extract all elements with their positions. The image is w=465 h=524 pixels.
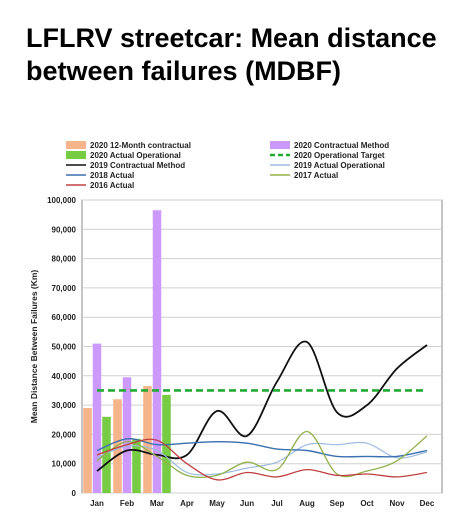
series-line-2019-actual-operational [96, 441, 428, 476]
legend-label-2020-operational-target: 2020 Operational Target [294, 151, 385, 160]
bar-2020-actual-operational [102, 416, 111, 493]
series-line-2019-contractual-method [96, 340, 428, 472]
legend-label-2017-actual: 2017 Actual [294, 171, 338, 180]
y-tick-label: 20,000 [52, 430, 77, 439]
y-tick-label: 50,000 [52, 343, 77, 352]
bar-2020-contractual-method [92, 343, 102, 493]
x-tick-label: Nov [389, 499, 405, 508]
legend-swatch-2020-actual-operational [66, 151, 86, 159]
x-tick-label: Aug [299, 499, 315, 508]
series-line-2018-actual [96, 438, 428, 458]
legend-label-2018-actual: 2018 Actual [90, 171, 134, 180]
legend-label-2020-actual-operational: 2020 Actual Operational [90, 151, 181, 160]
x-tick-label: Apr [180, 499, 194, 508]
y-tick-label: 100,000 [47, 196, 76, 205]
x-tick-label: May [209, 499, 225, 508]
x-tick-label: Feb [120, 499, 134, 508]
y-axis-label: Mean Distance Between Failures (Km) [29, 270, 39, 424]
x-tick-label: Jul [271, 499, 283, 508]
x-tick-label: Mar [150, 499, 164, 508]
y-tick-label: 10,000 [52, 460, 77, 469]
y-tick-label: 0 [72, 489, 77, 498]
y-tick-label: 30,000 [52, 401, 77, 410]
bar-2020-contractual-method [122, 377, 132, 493]
series-line-2017-actual [96, 430, 428, 479]
y-tick-label: 80,000 [52, 255, 77, 264]
legend-label-2019-actual-operational: 2019 Actual Operational [294, 161, 385, 170]
y-tick-label: 90,000 [52, 225, 77, 234]
legend-swatch-2020-12-month-contractual [66, 141, 86, 149]
bar-2020-actual-operational [132, 438, 141, 493]
legend-label-2019-contractual-method: 2019 Contractual Method [90, 161, 185, 170]
legend-label-2020-contractual-method: 2020 Contractual Method [294, 141, 389, 150]
x-tick-label: Jan [90, 499, 104, 508]
legend-label-2016-actual: 2016 Actual [90, 181, 134, 190]
bar-2020-actual-operational [162, 394, 171, 493]
y-tick-label: 60,000 [52, 313, 77, 322]
y-tick-label: 70,000 [52, 284, 77, 293]
x-tick-label: Jun [240, 499, 254, 508]
x-tick-label: Sep [330, 499, 345, 508]
page-title: LFLRV streetcar: Mean distance between f… [26, 23, 437, 86]
series-line-2016-actual [96, 438, 428, 481]
x-tick-label: Dec [420, 499, 435, 508]
bar-2020-12-month-contractual [83, 408, 92, 493]
legend-label-2020-12-month-contractual: 2020 12-Month contractual [90, 141, 191, 150]
legend-swatch-2020-contractual-method [270, 141, 290, 149]
bar-2020-contractual-method [152, 210, 162, 493]
x-tick-label: Oct [360, 499, 374, 508]
y-tick-label: 40,000 [52, 372, 77, 381]
